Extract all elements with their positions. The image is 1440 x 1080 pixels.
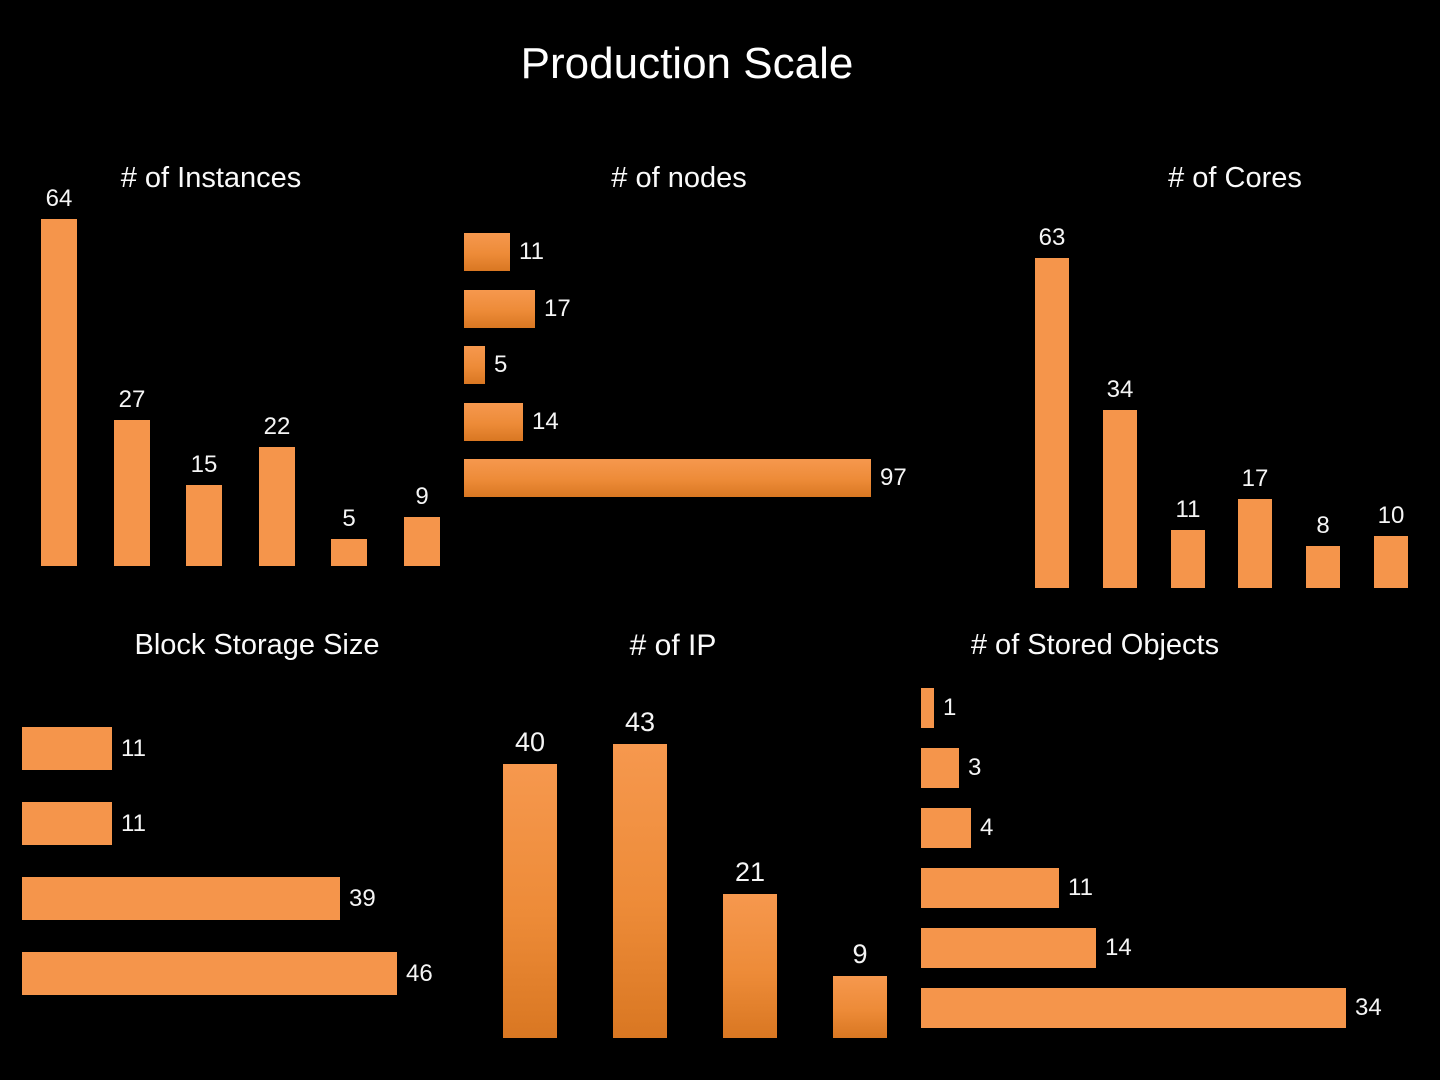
bar-nodes-0 (464, 233, 510, 271)
bar-value-label: 9 (415, 483, 429, 510)
page-title: Production Scale (520, 39, 854, 88)
bar-ip-1 (613, 744, 667, 1038)
chart-title-block-storage: Block Storage Size (134, 629, 380, 661)
bar-value-label: 1 (943, 694, 957, 721)
bar-value-label: 17 (1241, 465, 1269, 492)
bar-value-label: 11 (1068, 874, 1093, 901)
bar-value-label: 14 (532, 408, 559, 435)
chart-title-instances: # of Instances (120, 162, 302, 194)
chart-title-cores: # of Cores (1168, 162, 1302, 194)
bar-value-label: 11 (1175, 496, 1201, 523)
bar-value-label: 34 (1106, 376, 1134, 403)
bar-instances-2 (186, 485, 222, 566)
bar-ip-0 (503, 764, 557, 1038)
bar-block-storage-0 (22, 727, 112, 770)
chart-title-stored-objects: # of Stored Objects (970, 629, 1220, 661)
bar-stored-objects-1 (921, 748, 959, 788)
bar-value-label: 11 (121, 734, 146, 762)
bar-ip-2 (723, 894, 777, 1038)
bar-cores-0 (1035, 258, 1069, 588)
chart-title-ip: # of IP (629, 629, 717, 662)
bar-instances-5 (404, 517, 440, 566)
bar-value-label: 5 (494, 351, 508, 378)
bar-block-storage-1 (22, 802, 112, 845)
bar-value-label: 14 (1105, 934, 1132, 961)
bar-nodes-1 (464, 290, 535, 328)
bar-value-label: 11 (121, 809, 146, 837)
bar-value-label: 64 (45, 185, 73, 212)
bar-nodes-2 (464, 346, 485, 384)
bar-cores-2 (1171, 530, 1205, 588)
bar-block-storage-3 (22, 952, 397, 995)
bar-stored-objects-4 (921, 928, 1096, 968)
bar-instances-0 (41, 219, 77, 566)
bar-value-label: 43 (624, 707, 656, 737)
bar-stored-objects-3 (921, 868, 1059, 908)
bar-value-label: 34 (1355, 994, 1382, 1021)
bar-instances-4 (331, 539, 367, 566)
bar-value-label: 3 (968, 754, 982, 781)
bar-value-label: 4 (980, 814, 994, 841)
bar-value-label: 21 (734, 857, 766, 887)
bar-value-label: 8 (1316, 512, 1330, 539)
bar-stored-objects-5 (921, 988, 1346, 1028)
bar-value-label: 97 (880, 464, 907, 491)
bar-instances-1 (114, 420, 150, 566)
bar-value-label: 63 (1038, 224, 1066, 251)
bar-cores-3 (1238, 499, 1272, 588)
bar-value-label: 22 (263, 413, 291, 440)
bar-value-label: 10 (1377, 502, 1405, 529)
bar-value-label: 11 (519, 238, 544, 265)
bar-value-label: 17 (544, 295, 571, 322)
bar-block-storage-2 (22, 877, 340, 920)
bar-stored-objects-2 (921, 808, 971, 848)
bar-instances-3 (259, 447, 295, 566)
bar-cores-4 (1306, 546, 1340, 588)
bar-ip-3 (833, 976, 887, 1038)
bar-value-label: 9 (852, 939, 868, 969)
bar-value-label: 39 (349, 884, 376, 912)
bar-value-label: 5 (342, 505, 356, 532)
bar-nodes-3 (464, 403, 523, 441)
bar-value-label: 15 (190, 451, 218, 478)
bar-value-label: 27 (118, 386, 146, 413)
bar-stored-objects-0 (921, 688, 934, 728)
bar-value-label: 40 (514, 727, 546, 757)
bar-cores-1 (1103, 410, 1137, 588)
chart-title-nodes: # of nodes (611, 162, 747, 194)
bar-cores-5 (1374, 536, 1408, 588)
bar-nodes-4 (464, 459, 871, 497)
bar-value-label: 46 (406, 959, 433, 987)
